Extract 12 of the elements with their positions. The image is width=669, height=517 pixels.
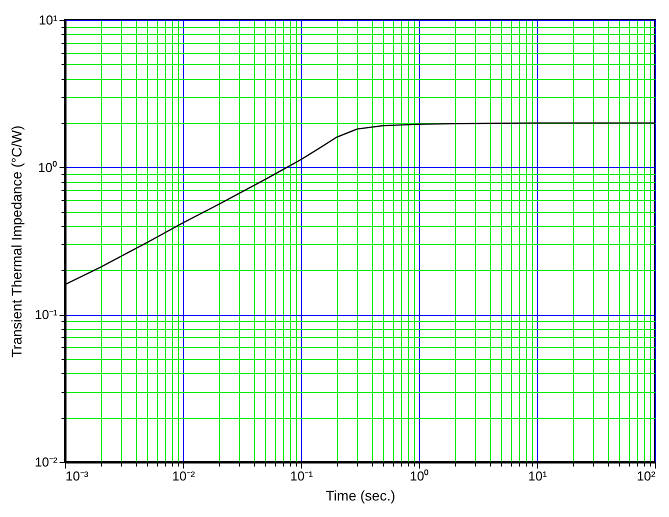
x-tick-label: 10⁻² bbox=[172, 468, 196, 484]
x-axis-title: Time (sec.) bbox=[326, 488, 396, 504]
x-tick-label: 10² bbox=[636, 468, 656, 484]
x-tick-label: 10⁰ bbox=[410, 468, 430, 484]
y-tick-label: 10¹ bbox=[38, 12, 58, 28]
y-tick-label: 10⁰ bbox=[38, 160, 58, 175]
x-tick-label: 10¹ bbox=[528, 468, 548, 484]
y-tick-label: 10⁻¹ bbox=[34, 307, 58, 322]
x-tick-label: 10⁻³ bbox=[66, 468, 89, 484]
y-tick-label: 10⁻² bbox=[34, 454, 58, 470]
x-tick-label: 10⁻¹ bbox=[290, 468, 314, 484]
y-axis-title: Transient Thermal Impedance (°C/W) bbox=[8, 125, 25, 358]
